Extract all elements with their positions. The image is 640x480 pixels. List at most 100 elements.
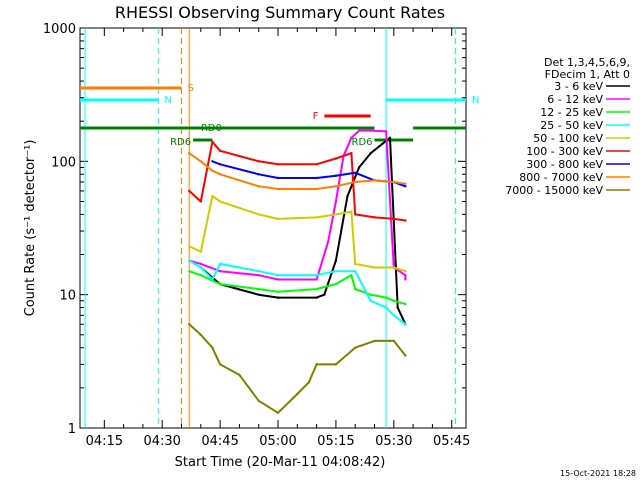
data-point	[354, 287, 357, 291]
data-point	[315, 296, 318, 299]
data-point	[199, 160, 203, 163]
data-point	[334, 200, 338, 203]
timestamp: 15-Oct-2021 18:28	[560, 469, 636, 478]
data-point	[188, 245, 191, 248]
series-line	[188, 129, 407, 281]
data-point	[354, 213, 357, 216]
data-point	[188, 269, 191, 273]
legend-entry-label: 7000 - 15000 keV	[505, 184, 603, 197]
data-point	[276, 411, 280, 415]
data-point	[218, 200, 222, 203]
x-tick-label: 04:45	[201, 434, 238, 449]
data-point	[211, 140, 214, 144]
data-point	[354, 262, 357, 266]
data-point	[257, 173, 260, 176]
legend-entry-label: 300 - 800 keV	[526, 158, 603, 171]
data-point	[188, 323, 191, 326]
data-point	[211, 169, 214, 172]
x-axis: 04:15 04:30 04:45 05:00 05:15 05:30 05:45	[84, 28, 470, 449]
data-point	[404, 273, 407, 277]
data-point	[315, 216, 318, 219]
data-point	[392, 266, 396, 269]
data-point	[199, 333, 203, 337]
data-point	[188, 189, 191, 193]
x-tick-label: 05:15	[317, 434, 354, 449]
data-point	[257, 269, 260, 273]
data-point	[199, 250, 203, 253]
data-point	[276, 278, 280, 281]
data-point	[354, 180, 357, 184]
status-bar-label: F	[313, 111, 319, 122]
data-point	[369, 152, 372, 155]
data-point	[211, 194, 214, 198]
data-point	[392, 217, 396, 221]
data-point	[384, 296, 388, 299]
data-point	[404, 182, 407, 185]
y-tick-label: 1	[68, 422, 76, 437]
data-point	[381, 142, 384, 146]
data-point	[404, 269, 407, 273]
data-point	[211, 346, 214, 349]
data-point	[334, 282, 338, 286]
legend-entry-label: 3 - 6 keV	[554, 80, 603, 93]
data-point	[218, 363, 222, 366]
data-point	[404, 302, 407, 306]
data-point	[296, 392, 299, 396]
data-point	[350, 210, 353, 213]
data-point	[350, 136, 353, 140]
data-point	[392, 180, 396, 184]
data-point	[211, 278, 214, 281]
data-point	[315, 163, 318, 166]
data-point	[276, 290, 280, 294]
status-bars: S N N F RD0 RD6 RD6	[80, 83, 479, 148]
legend-header: FDecim 1, Att 0	[545, 68, 630, 81]
data-point	[257, 273, 260, 277]
data-point	[373, 266, 376, 269]
data-point	[257, 293, 260, 296]
data-point	[404, 323, 407, 326]
data-point	[334, 213, 338, 216]
data-point	[392, 299, 396, 302]
data-point	[357, 129, 361, 132]
data-point	[257, 160, 260, 163]
data-point	[211, 160, 214, 163]
x-tick-label: 05:45	[433, 434, 470, 449]
series-line	[188, 323, 407, 414]
data-point	[384, 130, 388, 133]
data-point	[218, 163, 222, 166]
vertical-markers	[84, 28, 457, 428]
data-point	[199, 200, 203, 203]
data-point	[334, 157, 338, 160]
data-point	[373, 339, 376, 343]
data-point	[315, 278, 318, 281]
data-point	[323, 293, 326, 296]
data-point	[315, 187, 318, 191]
data-point	[334, 259, 338, 262]
status-bar-label: RD0	[201, 123, 222, 134]
status-bar-label: N	[472, 95, 479, 106]
legend-entry-label: 6 - 12 keV	[547, 93, 603, 106]
data-point	[257, 399, 260, 402]
data-point	[276, 296, 280, 299]
data-point	[392, 314, 396, 317]
legend-entry-label: 12 - 25 keV	[540, 106, 603, 119]
x-tick-label: 05:00	[259, 434, 296, 449]
data-point	[369, 129, 372, 132]
data-point	[396, 306, 399, 309]
legend-entry-label: 25 - 50 keV	[540, 119, 603, 132]
data-point	[315, 176, 318, 180]
x-tick-label: 05:30	[375, 434, 412, 449]
data-point	[218, 262, 222, 266]
data-point	[218, 282, 222, 286]
data-point	[276, 217, 280, 221]
data-point	[257, 213, 260, 216]
data-point	[307, 381, 311, 384]
data-point	[350, 152, 353, 155]
chart-title: RHESSI Observing Summary Count Rates	[115, 3, 445, 22]
data-point	[404, 219, 407, 222]
data-point	[404, 278, 407, 281]
x-tick-label: 04:15	[86, 434, 123, 449]
data-point	[218, 173, 222, 176]
data-point	[315, 363, 318, 366]
data-point	[276, 273, 280, 277]
